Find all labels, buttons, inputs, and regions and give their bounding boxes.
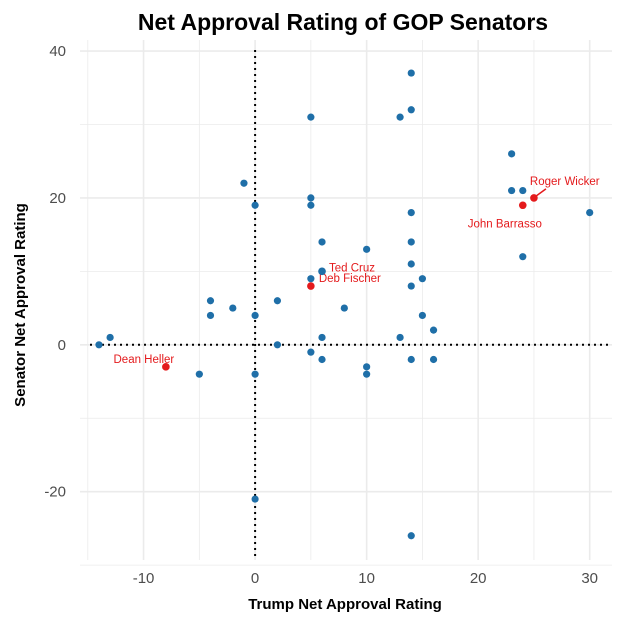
data-point — [206, 311, 215, 320]
data-point — [318, 355, 326, 364]
data-point — [307, 275, 315, 283]
point-label: Ted Cruz — [329, 262, 375, 274]
data-point — [407, 208, 415, 217]
x-tick-label: 20 — [470, 570, 487, 587]
y-axis-label: Senator Net Approval Rating — [12, 203, 29, 407]
data-point — [318, 333, 326, 342]
highlighted-point — [518, 201, 527, 210]
data-point — [95, 341, 103, 349]
data-point — [586, 208, 594, 217]
x-tick-label: 10 — [358, 570, 375, 587]
x-tick-label: 30 — [581, 570, 598, 587]
data-point — [418, 311, 426, 320]
data-point — [418, 275, 426, 283]
point-label: Dean Heller — [114, 354, 175, 366]
data-point — [307, 113, 315, 121]
data-point — [206, 297, 215, 305]
highlighted-point — [162, 363, 170, 371]
x-tick-label: -10 — [133, 570, 155, 587]
data-point — [307, 348, 315, 356]
y-tick-label: -20 — [44, 484, 66, 501]
data-point — [273, 297, 282, 305]
y-tick-label: 0 — [58, 337, 66, 354]
data-point — [251, 370, 259, 378]
data-point — [340, 304, 348, 312]
data-point — [307, 194, 315, 202]
reference-lines — [90, 50, 612, 560]
data-point — [251, 495, 259, 503]
highlighted-point — [318, 267, 326, 276]
data-point — [307, 201, 315, 209]
data-point — [396, 113, 404, 121]
x-axis-label: Trump Net Approval Rating — [248, 596, 442, 613]
data-point — [363, 245, 371, 253]
data-point — [519, 186, 527, 195]
point-label: Deb Fischer — [319, 273, 381, 285]
data-point — [396, 333, 404, 342]
data-point — [106, 333, 114, 342]
label-leader-line — [534, 188, 547, 198]
tick-labels: -10 0 10 20 30 -20 0 20 40 — [44, 43, 598, 587]
data-point — [407, 238, 415, 246]
data-point — [363, 363, 371, 371]
grid — [80, 40, 612, 566]
data-point — [508, 150, 516, 158]
data-point — [508, 186, 516, 195]
data-point — [240, 179, 248, 187]
point-label: John Barrasso — [468, 218, 542, 230]
data-point — [407, 355, 415, 364]
highlighted-point — [307, 282, 315, 290]
data-point — [407, 69, 415, 77]
data-point — [407, 260, 415, 268]
data-point — [407, 106, 415, 114]
data-point — [273, 341, 282, 349]
data-point — [519, 253, 527, 261]
data-point — [363, 370, 371, 378]
x-tick-label: 0 — [251, 570, 259, 587]
chart-title: Net Approval Rating of GOP Senators — [138, 9, 548, 35]
data-point — [407, 532, 415, 540]
data-point — [251, 311, 259, 320]
y-tick-label: 40 — [49, 43, 66, 60]
data-point — [429, 355, 438, 364]
data-point — [229, 304, 237, 312]
data-point — [251, 201, 259, 209]
data-point — [429, 326, 438, 334]
point-label: Roger Wicker — [530, 176, 600, 188]
data-point — [407, 282, 415, 290]
y-tick-label: 20 — [49, 190, 66, 207]
data-point — [318, 238, 326, 246]
data-point — [195, 370, 203, 378]
